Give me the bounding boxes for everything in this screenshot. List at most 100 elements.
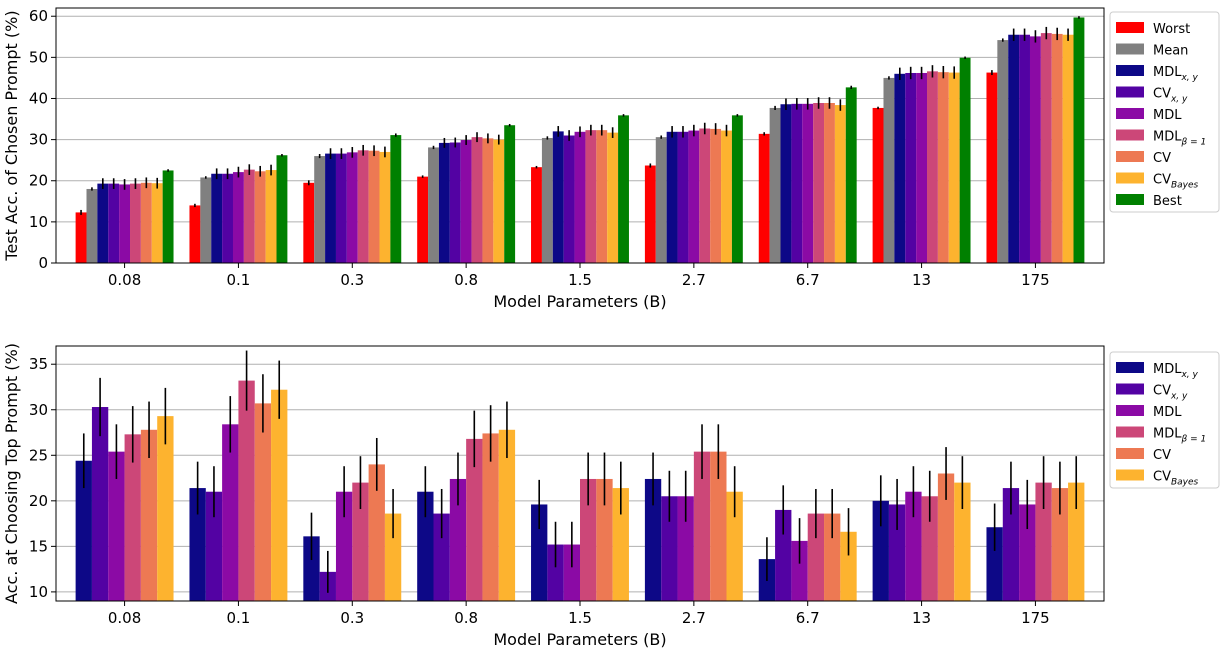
plot-frame [55,7,1105,264]
y-tick-label: 15 [29,537,48,555]
bar-bottom-MDLx,y-1.5 [531,504,548,601]
bar-bottom-MDLβ=1-0.3 [352,482,369,601]
bar-top-CVBayes-2.7 [721,130,732,263]
bar-bottom-CVx,y-2.7 [661,496,678,601]
bar-top-MDL-0.8 [460,140,472,263]
x-tick-label: 0.08 [108,271,141,289]
bar-bottom-MDLx,y-175 [986,527,1003,601]
bar-top-CVx,y-2.7 [677,131,689,263]
bar-bottom-MDLβ=1-2.7 [693,451,711,601]
bar-top-Worst-175 [986,72,998,264]
bar-top-CVBayes-0.8 [493,139,505,263]
bar-top-Mean-0.1 [200,177,212,263]
legend-label: MDL [1153,108,1182,123]
y-tick-label: 25 [29,446,48,464]
legend-label: CVx, y [1153,384,1188,402]
bar-top-Mean-6.7 [769,107,781,264]
bar-top-Worst-2.7 [644,165,656,263]
bar-top-CVx,y-0.1 [222,173,233,263]
bar-top-CVx,y-0.08 [108,183,120,263]
bar-bottom-CV-6.7 [824,513,841,601]
bar-top-MDLβ=1-175 [1040,33,1052,263]
bar-top-Mean-0.3 [314,156,326,263]
bar-top-CVx,y-13 [905,72,917,263]
bar-bottom-MDL-0.1 [222,424,239,601]
bar-bottom-CVBayes-6.7 [840,531,857,601]
legend-swatch [1116,194,1144,205]
bar-top-CV-2.7 [710,128,722,263]
x-tick-label: 1.5 [568,271,592,289]
bar-top-Worst-0.08 [75,212,87,263]
bar-bottom-MDLβ=1-0.8 [466,438,483,601]
bar-bottom-CV-0.08 [140,429,158,601]
bar-top-CV-0.8 [482,138,494,263]
bar-bottom-MDLβ=1-175 [1035,482,1052,601]
bar-top-Worst-0.3 [303,182,315,263]
bar-top-Worst-1.5 [531,167,542,263]
legend-label: MDLβ = 1 [1153,130,1206,148]
legend-bottom: MDLx, y CVx, y MDL MDLβ = 1 CV CVBayes [1109,351,1220,489]
bar-bottom-CV-13 [937,473,955,601]
bar-bottom-MDL-13 [905,491,922,601]
legend-swatch [1116,172,1144,184]
bar-bottom-MDL-0.08 [108,451,125,601]
bar-top-Best-0.3 [390,135,402,263]
legend-swatch [1116,86,1144,98]
legend-swatch [1116,108,1144,119]
legend-label: Mean [1153,44,1188,59]
bar-top-MDLβ=1-2.7 [699,128,711,263]
bar-bottom-MDL-6.7 [791,540,808,601]
bar-bottom-MDLx,y-0.1 [189,488,206,601]
bar-top-MDL-1.5 [574,131,586,263]
bar-bottom-CVBayes-0.3 [384,513,402,601]
bar-bottom-CV-2.7 [710,451,727,601]
x-tick-label: 0.08 [108,609,141,627]
bar-top-CVx,y-175 [1019,34,1030,263]
bar-top-CVBayes-1.5 [607,132,619,263]
bar-top-CV-1.5 [596,130,608,263]
bar-top-MDL-6.7 [802,103,814,263]
bar-top-Worst-0.1 [189,205,201,263]
bar-top-MDLx,y-175 [1008,34,1020,263]
y-tick-label: 60 [29,7,48,25]
legend-swatch [1116,129,1144,141]
chart-top: 0 10 20 30 40 50 60 0.08 0.1 0.3 0.8 1.5 2.7 6.7 13 175… [2,7,1220,311]
x-tick-label: 175 [1021,271,1050,289]
bar-top-CVx,y-1.5 [563,135,575,263]
x-tick-label: 0.8 [454,271,478,289]
bar-top-MDLβ=1-6.7 [813,103,825,264]
bar-top-MDLβ=1-1.5 [585,130,597,263]
bar-bottom-CVx,y-6.7 [775,509,792,601]
bar-bottom-CVBayes-175 [1068,482,1085,601]
y-axis-label: Test Acc. of Chosen Prompt (%) [2,10,21,261]
legend-swatch [1116,405,1144,416]
x-tick-label: 1.5 [568,609,592,627]
plot-frame [55,345,1105,602]
chart-bottom: 10 15 20 25 30 35 0.08 0.1 0.3 0.8 1.5 2.7 6.7 13 175 M… [2,343,1220,649]
x-tick-label: 0.8 [454,609,478,627]
x-tick-label: 0.1 [226,609,250,627]
bar-bottom-CV-0.8 [482,433,499,601]
bar-bottom-CVx,y-175 [1002,488,1020,601]
x-tick-label: 0.3 [340,609,364,627]
legend-label: MDLx, y [1153,362,1199,380]
bar-bottom-CVBayes-0.8 [498,429,516,601]
bar-bottom-CVBayes-2.7 [726,491,743,601]
bar-bottom-MDLx,y-0.8 [417,491,434,601]
y-tick-label: 20 [29,172,48,190]
bar-top-Best-13 [959,57,971,263]
legend-swatch [1116,65,1144,76]
legend-label: CV [1153,151,1171,166]
bar-bottom-CVBayes-0.1 [271,389,288,601]
y-tick-label: 30 [29,131,48,149]
bar-top-CVx,y-0.8 [449,142,461,263]
bar-top-Mean-0.08 [86,188,98,263]
x-axis-label: Model Parameters (B) [493,630,666,649]
y-tick-label: 40 [29,89,48,107]
bar-bottom-CVx,y-1.5 [547,544,564,601]
bar-bottom-MDLβ=1-6.7 [807,513,825,601]
legend-swatch [1116,383,1144,395]
bar-top-CVx,y-6.7 [791,103,803,263]
bar-bottom-MDL-0.8 [449,478,467,601]
bar-top-MDL-0.1 [232,172,244,263]
